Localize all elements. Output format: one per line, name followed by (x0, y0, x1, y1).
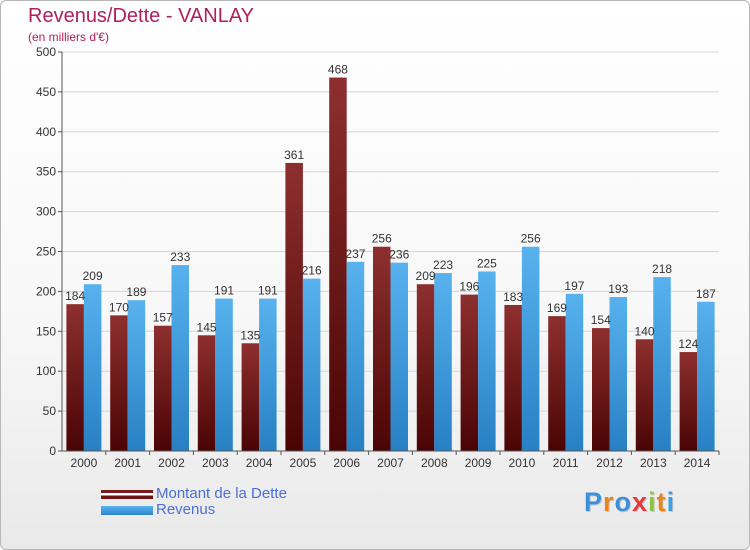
value-label-revenus: 209 (83, 269, 103, 283)
bar-dette[interactable] (329, 77, 347, 451)
proxiti-logo[interactable]: Proxiti (584, 487, 676, 517)
bar-dette[interactable] (154, 325, 172, 451)
value-label-revenus: 237 (345, 247, 365, 261)
value-label-dette: 256 (372, 232, 392, 246)
y-tick-label: 250 (36, 245, 56, 259)
bar-revenus[interactable] (83, 284, 102, 451)
x-tick-label: 2009 (465, 456, 492, 470)
x-tick-label: 2008 (421, 456, 448, 470)
x-tick-label: 2014 (684, 456, 711, 470)
y-tick-label: 350 (36, 165, 56, 179)
bar-dette[interactable] (285, 162, 303, 451)
legend-swatch-dette (101, 490, 153, 499)
value-label-revenus: 218 (652, 262, 672, 276)
bar-revenus[interactable] (521, 246, 540, 451)
bar-revenus[interactable] (302, 278, 321, 451)
y-tick-label: 150 (36, 324, 56, 338)
y-tick-label: 400 (36, 125, 56, 139)
bar-dette[interactable] (592, 328, 610, 451)
legend-label-dette: Montant de la Dette (156, 485, 287, 502)
bar-revenus[interactable] (171, 265, 190, 451)
value-label-dette: 361 (284, 148, 304, 162)
value-label-dette: 196 (459, 280, 479, 294)
bar-dette[interactable] (635, 339, 654, 451)
bar-dette[interactable] (504, 304, 522, 451)
value-label-revenus: 189 (126, 285, 146, 299)
bar-revenus[interactable] (434, 273, 452, 451)
value-label-revenus: 236 (389, 248, 409, 262)
value-label-dette: 183 (503, 290, 523, 304)
x-tick-label: 2011 (553, 456, 579, 470)
value-label-dette: 184 (65, 289, 85, 303)
value-label-dette: 468 (328, 63, 348, 77)
y-tick-label: 500 (36, 45, 56, 59)
value-label-revenus: 256 (521, 232, 541, 246)
bar-dette[interactable] (679, 352, 698, 451)
y-tick-label: 100 (36, 364, 56, 378)
y-tick-label: 300 (36, 205, 56, 219)
chart-title: Revenus/Dette - VANLAY (28, 5, 255, 27)
value-label-dette: 157 (153, 311, 173, 325)
x-tick-label: 2004 (246, 456, 273, 470)
bar-dette[interactable] (66, 304, 84, 451)
bar-dette[interactable] (548, 316, 566, 451)
value-label-revenus: 223 (433, 258, 453, 272)
y-tick-label: 0 (49, 444, 56, 458)
bar-revenus[interactable] (346, 261, 365, 451)
value-label-dette: 145 (197, 320, 217, 334)
bar-dette[interactable] (110, 315, 128, 451)
bar-revenus[interactable] (565, 293, 584, 451)
value-label-revenus: 233 (170, 250, 190, 264)
bar-dette[interactable] (241, 343, 260, 451)
bar-revenus[interactable] (259, 298, 277, 451)
x-tick-label: 2007 (377, 456, 404, 470)
x-tick-label: 2010 (509, 456, 536, 470)
value-label-revenus: 197 (564, 279, 584, 293)
value-label-dette: 135 (240, 328, 260, 342)
legend-swatch-revenus (101, 506, 153, 515)
y-tick-label: 50 (43, 404, 57, 418)
bar-dette[interactable] (460, 294, 479, 451)
x-tick-label: 2005 (290, 456, 317, 470)
bar-revenus[interactable] (697, 301, 715, 451)
value-label-dette: 209 (416, 269, 436, 283)
value-label-dette: 140 (635, 324, 655, 338)
x-tick-label: 2012 (596, 456, 623, 470)
bar-revenus[interactable] (478, 271, 496, 451)
value-label-revenus: 216 (302, 264, 322, 278)
x-tick-label: 2001 (114, 456, 141, 470)
x-tick-label: 2000 (71, 456, 98, 470)
bar-dette[interactable] (373, 246, 391, 451)
bar-revenus[interactable] (127, 300, 146, 451)
value-label-revenus: 191 (258, 284, 278, 298)
x-tick-label: 2006 (333, 456, 360, 470)
value-label-dette: 170 (109, 300, 129, 314)
value-label-revenus: 191 (214, 284, 234, 298)
y-tick-label: 450 (36, 85, 56, 99)
value-label-revenus: 187 (696, 287, 716, 301)
legend-label-revenus: Revenus (156, 501, 216, 518)
y-tick-label: 200 (36, 284, 56, 298)
value-label-dette: 154 (591, 313, 611, 327)
value-label-revenus: 193 (608, 282, 628, 296)
bar-revenus[interactable] (653, 277, 671, 451)
bar-revenus[interactable] (609, 296, 628, 451)
bar-revenus[interactable] (215, 298, 233, 451)
value-label-dette: 124 (678, 337, 698, 351)
bar-revenus[interactable] (390, 262, 409, 451)
value-label-dette: 169 (547, 301, 567, 315)
x-tick-label: 2013 (640, 456, 667, 470)
bar-dette[interactable] (416, 284, 435, 451)
x-tick-label: 2003 (202, 456, 229, 470)
value-label-revenus: 225 (477, 256, 497, 270)
chart-subtitle: (en milliers d'€) (28, 30, 109, 44)
x-tick-label: 2002 (158, 456, 185, 470)
bar-dette[interactable] (197, 335, 216, 451)
